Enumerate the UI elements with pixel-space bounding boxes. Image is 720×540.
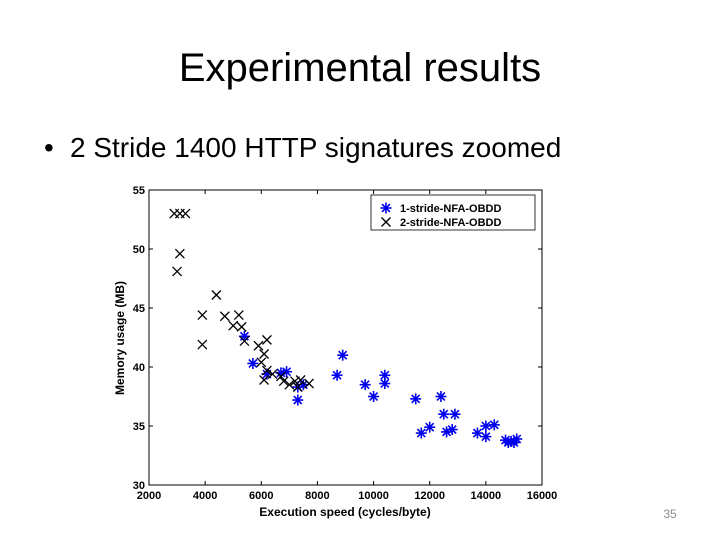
data-point-1-stride <box>488 419 500 431</box>
page-number: 35 <box>663 507 677 521</box>
data-point-2-stride <box>197 310 208 321</box>
data-point-1-stride <box>292 394 304 406</box>
bullet-text: 2 Stride 1400 HTTP signatures zoomed <box>70 132 562 163</box>
data-point-2-stride <box>261 334 272 345</box>
data-point-1-stride <box>480 431 492 443</box>
slide-title: Experimental results <box>178 46 542 90</box>
y-axis-label: Memory usage (MB) <box>113 281 127 395</box>
data-point-1-stride <box>368 391 380 402</box>
data-point-2-stride <box>256 357 267 368</box>
x-tick-label: 4000 <box>193 490 217 502</box>
data-point-1-stride <box>379 378 391 390</box>
plot-area <box>148 189 543 486</box>
data-point-2-stride <box>292 382 303 393</box>
data-point-2-stride <box>228 320 239 331</box>
data-point-2-stride <box>211 290 222 300</box>
data-point-2-stride <box>259 349 270 359</box>
x-tick-label: 12000 <box>414 490 445 502</box>
data-point-2-stride <box>275 371 286 382</box>
bullet-item: • 2 Stride 1400 HTTP signatures zoomed <box>44 128 561 168</box>
data-point-1-stride <box>435 391 447 402</box>
data-point-1-stride <box>379 369 391 381</box>
data-point-2-stride <box>295 375 306 385</box>
legend-marker-1-stride <box>380 202 392 214</box>
data-point-1-stride <box>424 421 436 433</box>
data-point-2-stride <box>180 208 191 219</box>
x-tick-label: 14000 <box>471 490 502 502</box>
x-tick-label: 2000 <box>137 490 161 502</box>
y-tick-label: 45 <box>133 303 145 315</box>
y-tick-label: 30 <box>133 480 145 492</box>
legend-asterisk-icon <box>380 202 392 214</box>
legend-label-1-stride: 1-stride-NFA-OBDD <box>400 203 502 215</box>
data-point-2-stride <box>197 339 208 350</box>
legend-label-2-stride: 2-stride-NFA-OBDD <box>400 217 502 229</box>
x-tick-label: 8000 <box>305 490 329 502</box>
data-point-2-stride <box>284 379 295 390</box>
data-point-2-stride <box>267 369 278 380</box>
data-point-2-stride <box>278 376 289 387</box>
series-2-stride-points <box>169 208 314 393</box>
data-point-1-stride <box>415 427 427 439</box>
data-point-1-stride <box>281 366 293 378</box>
y-axis: 30 35 40 45 50 55 <box>133 185 542 492</box>
data-point-1-stride <box>438 408 450 420</box>
y-tick-label: 35 <box>133 421 145 433</box>
data-point-1-stride <box>511 433 523 445</box>
bullet-dot-icon: • <box>44 132 54 163</box>
legend: 1-stride-NFA-OBDD 2-stride-NFA-OBDD <box>370 194 536 231</box>
data-point-1-stride <box>449 408 461 420</box>
x-tick-label: 6000 <box>249 490 273 502</box>
data-point-2-stride <box>261 365 272 376</box>
y-tick-label: 50 <box>133 244 145 256</box>
legend-box <box>370 194 536 231</box>
data-point-2-stride <box>233 310 244 321</box>
y-tick-label: 55 <box>133 185 145 197</box>
data-point-1-stride <box>331 369 343 381</box>
data-point-1-stride <box>410 393 422 405</box>
data-point-2-stride <box>236 321 247 332</box>
data-point-2-stride <box>253 340 264 351</box>
data-point-1-stride <box>446 424 458 436</box>
x-tick-label: 10000 <box>358 490 389 502</box>
data-point-2-stride <box>259 375 270 385</box>
data-point-2-stride <box>304 378 314 389</box>
x-axis-label: Execution speed (cycles/byte) <box>259 505 430 519</box>
data-point-2-stride <box>174 248 185 259</box>
data-point-1-stride <box>247 357 259 369</box>
data-point-2-stride <box>239 336 250 346</box>
data-point-2-stride <box>219 311 230 322</box>
x-tick-label: 16000 <box>527 490 558 502</box>
data-point-1-stride <box>480 420 492 432</box>
data-point-2-stride <box>172 266 183 277</box>
legend-cross-icon <box>381 217 391 227</box>
series-1-stride-points <box>238 330 523 449</box>
data-point-1-stride <box>337 349 349 361</box>
legend-marker-2-stride <box>381 217 391 227</box>
y-tick-label: 40 <box>133 362 145 374</box>
x-axis: 2000 4000 6000 8000 10000 12000 14000 16000 <box>137 190 558 502</box>
data-point-1-stride <box>359 379 371 391</box>
data-point-1-stride <box>471 427 483 439</box>
